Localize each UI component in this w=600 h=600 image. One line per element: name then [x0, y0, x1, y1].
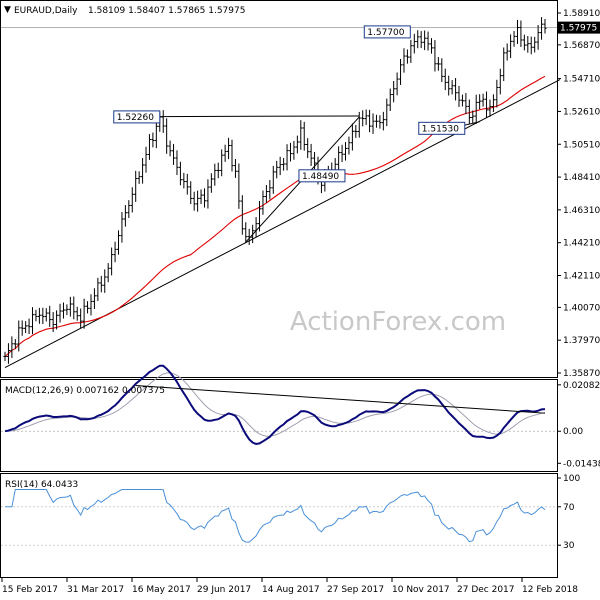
- macd-lines: [1, 364, 557, 446]
- sma-path: [4, 75, 546, 357]
- y-tick-label: 1.46310: [563, 206, 600, 216]
- rsi-title: RSI(14) 64.0433: [5, 480, 78, 490]
- price-label-box: [298, 169, 346, 183]
- rsi-path: [5, 489, 546, 543]
- price-label: 1.57700: [367, 28, 404, 38]
- macd-path: [4, 364, 546, 446]
- macd-trendline: [135, 385, 546, 414]
- rsi-line: [1, 489, 557, 546]
- rsi-panel: [0, 473, 558, 578]
- price-label-box: [418, 121, 466, 135]
- x-tick-label: 15 Feb 2017: [2, 585, 58, 595]
- trendline: [156, 115, 360, 118]
- price-bars: [3, 17, 547, 364]
- current-price-label: 1.57975: [560, 24, 597, 34]
- x-tick-label: 12 Feb 2018: [522, 585, 578, 595]
- x-tick-label: 27 Dec 2017: [457, 585, 515, 595]
- rsi-tick-label: 100: [563, 474, 580, 484]
- price-label-box: [113, 110, 161, 124]
- header-ohlc: 1.58109 1.58407 1.57865 1.57975: [88, 6, 245, 16]
- price-annotations: 1.52260 1.57700 1.51530 1.48490: [113, 25, 466, 183]
- rsi-tick-label: 70: [563, 503, 575, 513]
- header-symbol-icon: ▼: [4, 5, 11, 15]
- macd-tick-label: -0.014386: [563, 459, 600, 469]
- y-tick-label: 1.58910: [563, 9, 600, 19]
- price-panel: [0, 0, 558, 378]
- x-tick-label: 29 Jun 2017: [197, 585, 251, 595]
- y-tick-label: 1.40070: [563, 303, 600, 313]
- price-label-box: [363, 25, 411, 39]
- macd-title: MACD(12,26,9) 0.007162 0.007375: [5, 386, 165, 396]
- rsi-tick-label: 30: [563, 541, 575, 551]
- watermark: ActionForex.com: [290, 307, 506, 337]
- x-tick-label: 10 Nov 2017: [392, 585, 450, 595]
- current-price-badge: [558, 21, 600, 34]
- x-tick-label: 27 Sep 2017: [327, 585, 384, 595]
- header-symbol: EURAUD,Daily: [14, 6, 78, 16]
- price-label: 1.51530: [422, 124, 459, 134]
- x-tick-label: 31 Mar 2017: [67, 585, 124, 595]
- y-axis-labels: 1.58910 1.56870 1.54710 1.52610 1.50510 1.484…: [557, 9, 600, 551]
- y-tick-label: 1.54710: [563, 75, 600, 85]
- sma-line: [4, 75, 546, 357]
- y-tick-label: 1.42110: [563, 272, 600, 282]
- macd-tick-label: 0.00: [563, 427, 583, 437]
- y-tick-label: 1.52610: [563, 107, 600, 117]
- y-tick-label: 1.35870: [563, 369, 600, 379]
- y-tick-label: 1.44210: [563, 239, 600, 249]
- macd-tick-label: 0.020827: [563, 381, 600, 391]
- y-tick-label: 1.37970: [563, 336, 600, 346]
- price-label: 1.52260: [117, 113, 154, 123]
- y-tick-label: 1.50510: [563, 140, 600, 150]
- y-tick-label: 1.56870: [563, 41, 600, 51]
- trendline: [4, 79, 561, 368]
- y-tick-label: 1.48410: [563, 173, 600, 183]
- price-label: 1.48490: [302, 172, 339, 182]
- x-tick-label: 14 Aug 2017: [262, 585, 320, 595]
- x-axis-labels: 15 Feb 2017 31 Mar 2017 16 May 2017 29 Jun …: [1, 577, 578, 595]
- x-tick-label: 16 May 2017: [132, 585, 191, 595]
